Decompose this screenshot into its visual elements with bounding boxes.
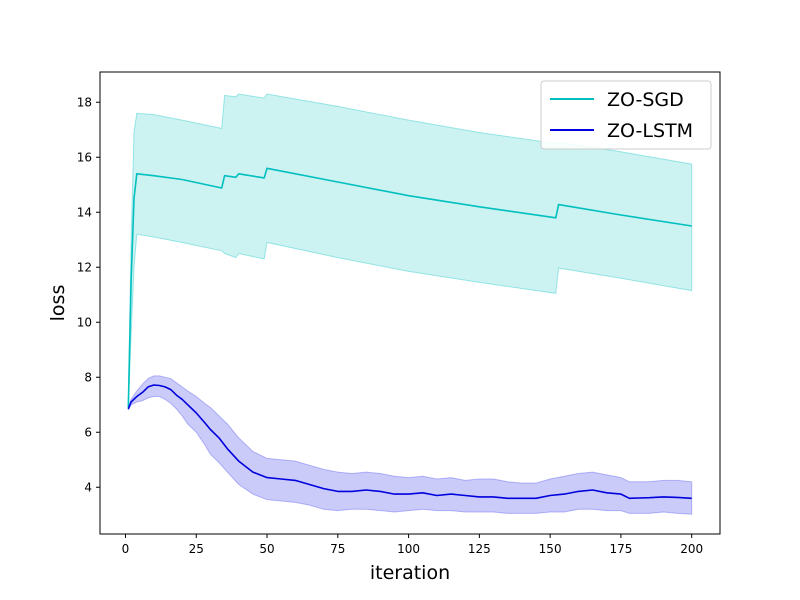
legend-label-zo-sgd: ZO-SGD: [607, 89, 684, 111]
series-line-zo-lstm: [127, 384, 692, 500]
plot-area: [127, 93, 693, 515]
y-tick-label: 6: [84, 425, 92, 439]
y-axis-label: loss: [47, 285, 69, 322]
y-tick-label: 16: [77, 150, 92, 164]
x-axis-label: iteration: [370, 562, 450, 584]
x-tick-label: 75: [330, 542, 345, 556]
y-tick-label: 18: [77, 95, 92, 109]
y-tick-label: 4: [84, 480, 92, 494]
y-tick-label: 8: [84, 370, 92, 384]
y-tick-label: 14: [77, 205, 92, 219]
band-zo-sgd: [127, 93, 693, 408]
series-line-zo-sgd: [127, 167, 692, 408]
x-tick-label: 150: [539, 542, 562, 556]
y-tick-label: 12: [77, 260, 92, 274]
x-tick-label: 0: [122, 542, 130, 556]
x-tick-label: 25: [189, 542, 204, 556]
y-tick-label: 10: [77, 315, 92, 329]
band-zo-lstm: [127, 375, 693, 515]
x-tick-label: 200: [680, 542, 703, 556]
x-tick-label: 175: [609, 542, 632, 556]
x-tick-label: 125: [468, 542, 491, 556]
x-tick-label: 50: [259, 542, 274, 556]
x-axis: 0 25 50 75 100 125 150 175 200: [122, 534, 703, 556]
plot-frame: [99, 71, 721, 535]
legend-label-zo-lstm: ZO-LSTM: [607, 120, 693, 142]
y-axis: 4 6 8 10 12 14 16 18: [77, 95, 100, 494]
x-tick-label: 100: [397, 542, 420, 556]
legend: ZO-SGD ZO-LSTM: [540, 80, 712, 150]
